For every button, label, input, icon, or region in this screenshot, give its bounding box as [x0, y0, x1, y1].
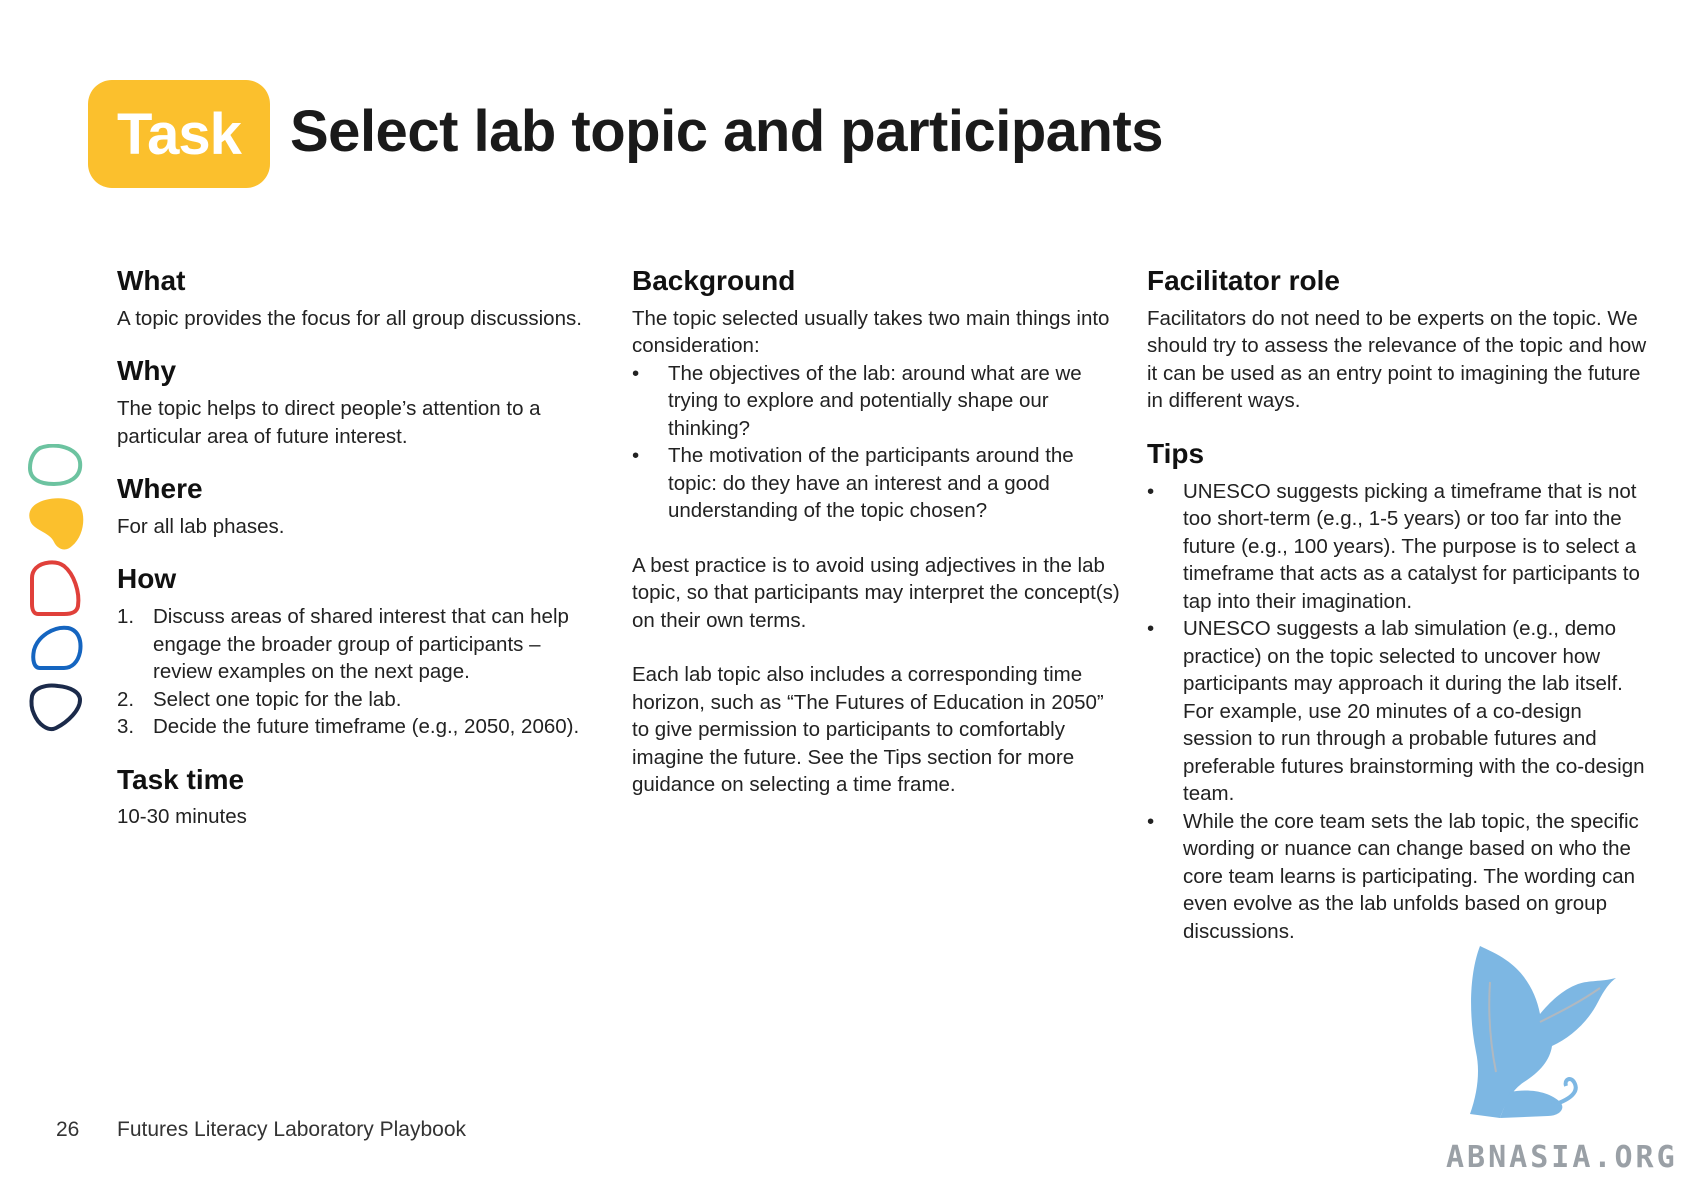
tips-list: • UNESCO suggests picking a timeframe tha…: [1147, 478, 1647, 946]
how-heading: How: [117, 563, 177, 595]
background-heading: Background: [632, 265, 796, 296]
facilitator-text: Facilitators do not need to be experts o…: [1147, 306, 1647, 413]
list-item: • UNESCO suggests a lab simulation (e.g.,…: [1147, 615, 1647, 808]
task-time-text: 10-30 minutes: [117, 805, 247, 829]
background-intro: The topic selected usually takes two mai…: [632, 306, 1110, 358]
task-badge: Task: [88, 80, 270, 188]
document-name: Futures Literacy Laboratory Playbook: [117, 1118, 467, 1141]
griffin-logo-icon: [1470, 946, 1616, 1118]
background-list: • The objectives of the lab: around what …: [632, 360, 1122, 525]
facilitator-heading: Facilitator role: [1147, 265, 1340, 296]
column-facilitator: Facilitator role Facilitators do not nee…: [1147, 265, 1647, 946]
bullet-icon: •: [632, 444, 640, 468]
bullet-icon: •: [632, 361, 640, 385]
how-list: 1. Discuss areas of shared interest that …: [117, 603, 602, 741]
task-time-heading: Task time: [117, 763, 245, 795]
list-item: • The motivation of the participants arou…: [632, 442, 1122, 525]
list-item-text: UNESCO suggests picking a timeframe that…: [1183, 479, 1640, 613]
page-number: 26: [56, 1118, 80, 1141]
list-number: 2.: [117, 687, 135, 711]
where-text: For all lab phases.: [117, 514, 285, 538]
navy-blob-icon: [29, 683, 83, 731]
tips-heading: Tips: [1147, 437, 1205, 469]
where-heading: Where: [117, 473, 203, 505]
list-item: • UNESCO suggests picking a timeframe tha…: [1147, 478, 1647, 616]
what-heading: What: [117, 265, 186, 296]
list-item-text: The objectives of the lab: around what a…: [668, 361, 1082, 440]
list-item-text: The motivation of the participants aroun…: [668, 444, 1074, 523]
list-item: 2. Select one topic for the lab.: [117, 686, 602, 714]
column-what-why: What A topic provides the focus for all …: [117, 265, 602, 831]
bullet-icon: •: [1147, 809, 1155, 833]
blue-blob-icon: [31, 625, 83, 670]
task-badge-label: Task: [117, 101, 242, 167]
list-number: 3.: [117, 715, 135, 739]
bullet-icon: •: [1147, 479, 1155, 503]
why-heading: Why: [117, 355, 177, 387]
list-item-text: While the core team sets the lab topic, …: [1183, 809, 1639, 943]
red-blob-icon: [30, 560, 81, 616]
list-number: 1.: [117, 605, 135, 629]
list-item: • The objectives of the lab: around what …: [632, 360, 1122, 443]
bullet-icon: •: [1147, 617, 1155, 641]
list-item: 3. Decide the future timeframe (e.g., 205…: [117, 713, 602, 741]
page-title: Select lab topic and participants: [290, 99, 1164, 164]
what-text: A topic provides the focus for all group…: [117, 306, 582, 330]
green-blob-icon: [28, 444, 83, 487]
list-item: • While the core team sets the lab topic,…: [1147, 808, 1647, 946]
yellow-blob-icon: [29, 498, 84, 550]
watermark: ABNASIA.ORG: [1446, 1140, 1678, 1175]
list-item-text: Discuss areas of shared interest that ca…: [153, 605, 569, 684]
list-item-text: Decide the future timeframe (e.g., 2050,…: [153, 715, 580, 739]
list-item: 1. Discuss areas of shared interest that …: [117, 603, 602, 686]
decorative-shapes: [28, 444, 84, 731]
column-background: Background The topic selected usually ta…: [632, 265, 1122, 799]
why-text: The topic helps to direct people’s atten…: [117, 397, 541, 448]
time-horizon-text: Each lab topic also includes a correspon…: [632, 663, 1104, 797]
list-item-text: Select one topic for the lab.: [153, 687, 402, 711]
list-item-text: UNESCO suggests a lab simulation (e.g., …: [1183, 617, 1645, 806]
best-practice-text: A best practice is to avoid using adject…: [632, 553, 1120, 632]
